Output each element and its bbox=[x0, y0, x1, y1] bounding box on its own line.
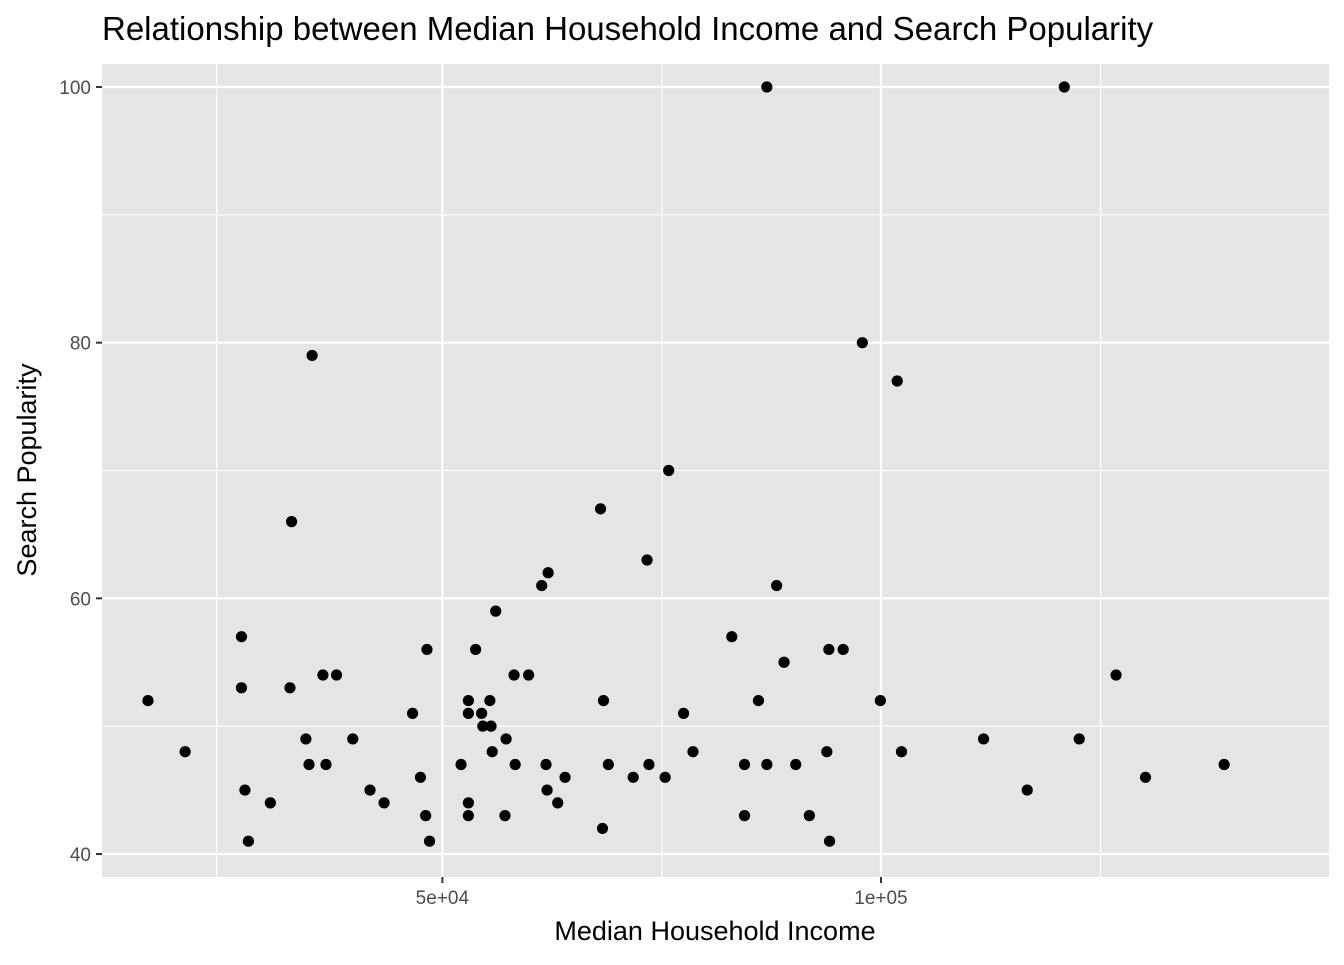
data-point bbox=[778, 656, 790, 668]
data-point bbox=[1139, 771, 1152, 783]
data-point bbox=[406, 707, 419, 719]
data-point bbox=[540, 758, 552, 771]
data-point bbox=[761, 81, 773, 93]
data-point bbox=[823, 835, 836, 847]
data-point bbox=[242, 835, 254, 847]
data-point bbox=[284, 682, 296, 694]
data-point bbox=[500, 733, 512, 745]
data-point bbox=[856, 337, 868, 349]
data-point bbox=[559, 771, 571, 783]
data-point bbox=[594, 503, 607, 515]
data-point bbox=[320, 758, 332, 771]
data-points bbox=[142, 81, 1230, 847]
data-point bbox=[462, 797, 474, 809]
data-point bbox=[142, 694, 154, 707]
data-point bbox=[330, 669, 343, 681]
data-point bbox=[771, 579, 783, 592]
data-point bbox=[414, 771, 427, 783]
data-point bbox=[790, 758, 802, 771]
data-point bbox=[306, 349, 318, 362]
data-point bbox=[1058, 81, 1070, 93]
data-point bbox=[235, 682, 248, 694]
data-point bbox=[421, 643, 433, 656]
data-point bbox=[738, 810, 751, 822]
data-point bbox=[486, 746, 498, 758]
data-point bbox=[508, 669, 520, 681]
x-tick-label: 1e+05 bbox=[854, 888, 907, 909]
y-tick-label: 60 bbox=[70, 589, 91, 610]
y-tick-label: 40 bbox=[70, 845, 91, 866]
y-tick-label: 80 bbox=[70, 334, 91, 355]
data-point bbox=[541, 784, 553, 796]
data-point bbox=[476, 707, 488, 719]
data-point bbox=[317, 669, 329, 681]
data-point bbox=[484, 694, 496, 707]
data-point bbox=[552, 797, 564, 809]
data-point bbox=[490, 605, 502, 617]
data-point bbox=[485, 720, 497, 732]
data-point bbox=[641, 554, 653, 566]
minor-gridlines bbox=[102, 64, 1329, 877]
data-point bbox=[891, 375, 903, 387]
x-tick-label: 5e+04 bbox=[416, 888, 470, 909]
data-point bbox=[542, 567, 554, 579]
data-point bbox=[726, 631, 738, 643]
data-point bbox=[378, 797, 390, 809]
data-point bbox=[509, 758, 521, 771]
data-point bbox=[239, 784, 251, 796]
data-point bbox=[347, 733, 359, 745]
y-axis: 40 60 80 100 bbox=[59, 78, 102, 866]
data-point bbox=[499, 810, 511, 822]
data-point bbox=[1021, 784, 1033, 796]
data-point bbox=[470, 643, 482, 656]
data-point bbox=[1110, 669, 1122, 681]
data-point bbox=[837, 643, 849, 656]
data-point bbox=[462, 810, 474, 822]
x-axis: 5e+04 1e+05 bbox=[416, 877, 908, 909]
data-point bbox=[420, 810, 432, 822]
data-point bbox=[895, 746, 908, 758]
data-point bbox=[285, 516, 298, 528]
y-axis-title: Search Popularity bbox=[12, 363, 42, 577]
data-point bbox=[761, 758, 773, 771]
data-point bbox=[536, 579, 548, 592]
data-point bbox=[364, 784, 376, 796]
data-point bbox=[659, 771, 671, 783]
data-point bbox=[455, 758, 467, 771]
data-point bbox=[462, 694, 474, 707]
data-point bbox=[677, 707, 690, 719]
x-axis-title: Median Household Income bbox=[554, 916, 875, 946]
data-point bbox=[264, 797, 276, 809]
data-point bbox=[597, 694, 610, 707]
data-point bbox=[874, 694, 886, 707]
data-point bbox=[643, 758, 655, 771]
data-point bbox=[977, 733, 990, 745]
data-point bbox=[477, 720, 489, 732]
major-gridlines bbox=[102, 64, 1329, 877]
data-point bbox=[752, 694, 765, 707]
data-point bbox=[522, 669, 535, 681]
y-tick-label: 100 bbox=[59, 78, 91, 99]
data-point bbox=[303, 758, 315, 771]
data-point bbox=[1218, 758, 1230, 771]
data-point bbox=[663, 464, 675, 477]
data-point bbox=[596, 822, 609, 835]
data-point bbox=[823, 643, 835, 656]
data-point bbox=[738, 758, 751, 771]
data-point bbox=[627, 771, 639, 783]
chart-title: Relationship between Median Household In… bbox=[102, 10, 1154, 47]
data-point bbox=[687, 746, 699, 758]
data-point bbox=[423, 835, 436, 847]
data-point bbox=[821, 746, 833, 758]
data-point bbox=[602, 758, 614, 771]
data-point bbox=[1073, 733, 1085, 745]
data-point bbox=[235, 631, 248, 643]
data-point bbox=[803, 810, 815, 822]
data-point bbox=[300, 733, 312, 745]
data-point bbox=[462, 707, 474, 719]
data-point bbox=[179, 746, 191, 758]
